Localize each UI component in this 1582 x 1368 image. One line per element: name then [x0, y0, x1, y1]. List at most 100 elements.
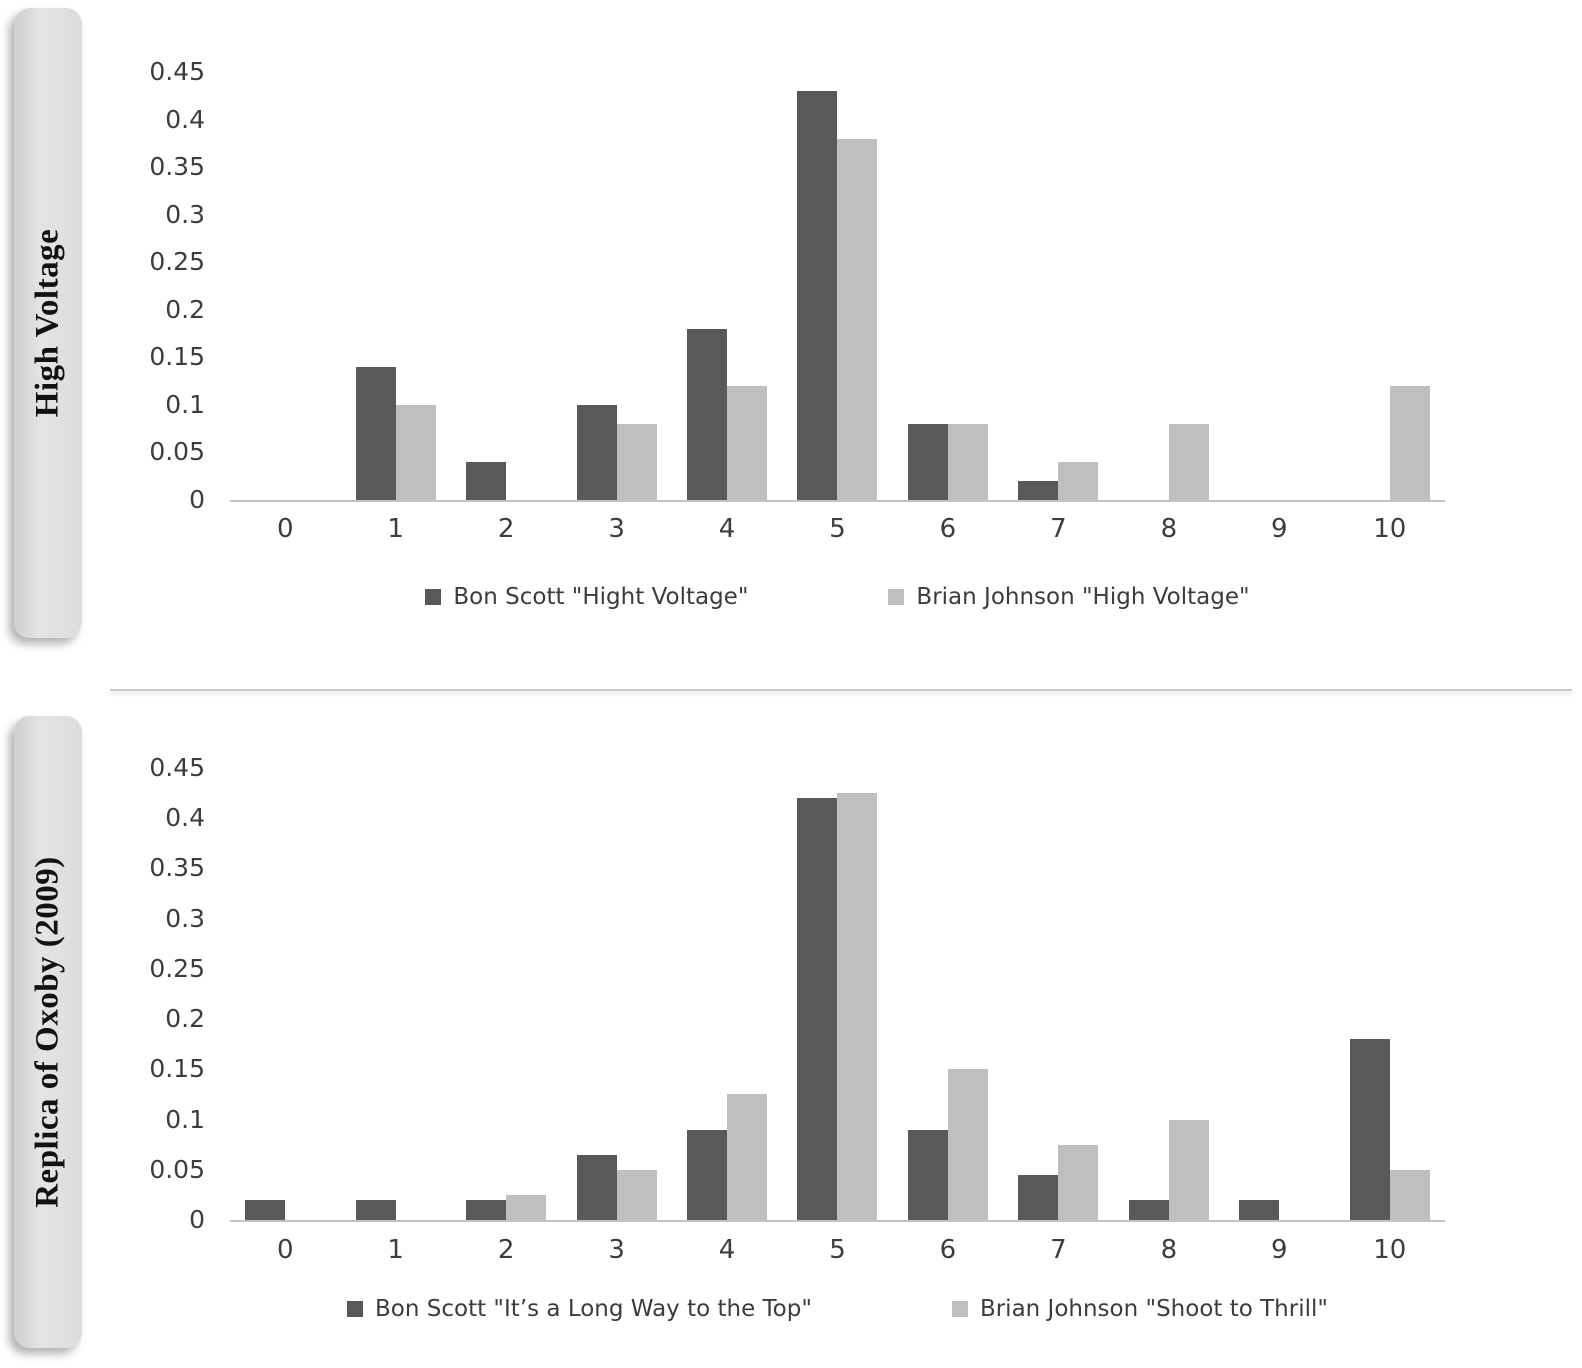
bar-dark-x2 [466, 461, 507, 500]
legend-marker-icon [951, 1301, 968, 1317]
bar-dark-x8 [1128, 1199, 1169, 1220]
category-group-x4 [672, 768, 782, 1220]
category-group-x0 [230, 72, 340, 500]
x-tick-label: 6 [939, 514, 957, 544]
x-tick-label: 9 [1271, 1235, 1288, 1265]
plot-area [230, 768, 1445, 1222]
category-group-x8 [1114, 768, 1224, 1220]
y-axis: 0.45 0.4 0.35 0.3 0.25 0.2 0.15 0.1 0.05 0 [110, 57, 205, 514]
x-tick-label: 2 [497, 1235, 515, 1265]
legend-marker-icon [425, 589, 442, 605]
panel-divider [110, 689, 1572, 691]
legend-marker-icon [888, 589, 905, 605]
bar-light-x2 [506, 1194, 547, 1220]
y-tick-label: 0 [189, 485, 205, 514]
category-group-x10 [1335, 72, 1445, 500]
category-group-x9 [1224, 768, 1334, 1220]
plot-area [230, 72, 1445, 502]
x-tick-label: 3 [608, 514, 625, 544]
bar-light-x6 [947, 423, 988, 500]
row-label-pill-high-voltage: High Voltage [14, 8, 82, 638]
x-tick-label: 7 [1050, 1235, 1067, 1265]
bar-light-x4 [727, 385, 768, 500]
x-tick-label: 3 [608, 1235, 625, 1265]
y-tick-label: 0.15 [149, 342, 205, 372]
y-tick-label: 0.35 [149, 152, 205, 182]
x-axis: 0 1 2 3 4 5 6 7 8 9 10 [230, 514, 1445, 544]
category-group-x5 [782, 72, 892, 500]
category-group-x8 [1114, 72, 1224, 500]
y-tick-label: 0.3 [165, 903, 205, 933]
x-tick-label: 6 [939, 1235, 957, 1265]
x-tick-label: 10 [1373, 514, 1407, 544]
category-group-x6 [893, 768, 1003, 1220]
y-tick-label: 0.2 [165, 1004, 205, 1034]
bar-dark-x6 [907, 423, 948, 500]
y-tick-label: 0.3 [165, 199, 205, 229]
y-tick-label: 0.4 [165, 803, 205, 833]
bar-dark-x0 [245, 1199, 286, 1220]
y-tick-label: 0.45 [149, 753, 205, 782]
x-tick-label: 0 [276, 1235, 294, 1265]
y-tick-label: 0.05 [149, 437, 205, 467]
x-tick-label: 10 [1373, 1235, 1407, 1265]
legend-item: Brian Johnson "High Voltage" [888, 584, 1250, 610]
category-group-x7 [1003, 768, 1113, 1220]
bar-dark-x7 [1018, 1174, 1059, 1220]
bar-dark-x4 [687, 1129, 728, 1220]
x-tick-label: 2 [497, 514, 515, 544]
category-group-x1 [340, 72, 450, 500]
bar-light-x10 [1389, 1169, 1430, 1220]
row-label-pill-replica-of-oxoby: Replica of Oxoby (2009) [14, 716, 82, 1348]
bar-dark-x3 [576, 404, 617, 500]
legend-label: Bon Scott "It’s a Long Way to the Top" [375, 1296, 812, 1322]
bar-light-x3 [616, 423, 657, 500]
bar-dark-x1 [355, 1199, 396, 1220]
bar-dark-x5 [797, 798, 838, 1220]
x-tick-label: 5 [829, 514, 846, 544]
bar-light-x7 [1058, 1144, 1099, 1220]
bar-light-x5 [837, 138, 878, 500]
category-group-x4 [672, 72, 782, 500]
category-group-x1 [340, 768, 450, 1220]
y-tick-label: 0.1 [165, 1104, 205, 1134]
bar-light-x4 [727, 1094, 768, 1220]
y-tick-label: 0.15 [149, 1054, 205, 1084]
y-tick-label: 0.1 [165, 389, 205, 419]
legend-item: Brian Johnson "Shoot to Thrill" [951, 1296, 1328, 1322]
bar-dark-x3 [576, 1154, 617, 1220]
x-tick-label: 8 [1160, 1235, 1178, 1265]
bar-dark-x2 [466, 1199, 507, 1220]
category-group-x3 [561, 72, 671, 500]
bar-light-x8 [1168, 1119, 1209, 1220]
y-tick-label: 0.2 [165, 294, 205, 324]
y-tick-label: 0.35 [149, 853, 205, 883]
y-tick-label: 0 [189, 1205, 205, 1234]
category-group-x3 [561, 768, 671, 1220]
y-tick-label: 0.25 [149, 953, 205, 983]
bar-light-x6 [947, 1069, 988, 1220]
bar-dark-x5 [797, 91, 838, 500]
x-tick-label: 0 [276, 514, 294, 544]
bar-light-x8 [1168, 423, 1209, 500]
category-group-x6 [893, 72, 1003, 500]
category-group-x2 [451, 768, 561, 1220]
legend: Bon Scott "It’s a Long Way to the Top" Br… [230, 1296, 1445, 1322]
legend-label: Brian Johnson "Shoot to Thrill" [979, 1296, 1328, 1322]
y-axis: 0.45 0.4 0.35 0.3 0.25 0.2 0.15 0.1 0.05 0 [110, 753, 205, 1234]
bar-dark-x7 [1018, 480, 1059, 500]
bar-dark-x10 [1349, 1039, 1390, 1220]
y-tick-label: 0.45 [149, 57, 205, 86]
category-group-x9 [1224, 72, 1334, 500]
bar-light-x3 [616, 1169, 657, 1220]
y-tick-label: 0.05 [149, 1154, 205, 1184]
bar-dark-x6 [907, 1129, 948, 1220]
bar-light-x5 [837, 793, 878, 1220]
legend-marker-icon [347, 1301, 364, 1317]
x-tick-label: 1 [387, 1235, 404, 1265]
bar-chart-replica-of-oxoby: 0.45 0.4 0.35 0.3 0.25 0.2 0.15 0.1 0.05 0 0 1 2 3 4 5… [0, 700, 1582, 1368]
bar-dark-x9 [1239, 1199, 1280, 1220]
legend-item: Bon Scott "It’s a Long Way to the Top" [347, 1296, 812, 1322]
x-tick-label: 7 [1050, 514, 1067, 544]
